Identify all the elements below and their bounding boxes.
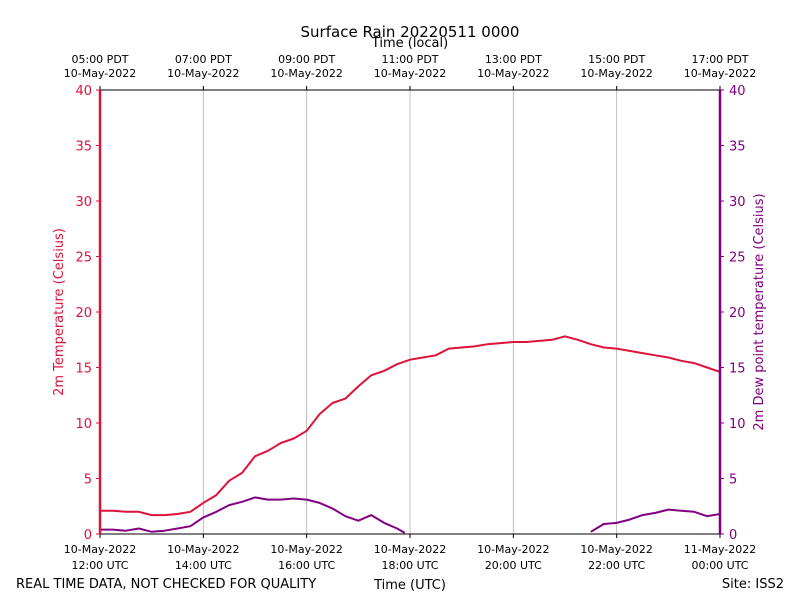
x-axis-label: Time (UTC) <box>373 578 446 593</box>
x-tick-label-top-time: 17:00 PDT <box>691 53 748 66</box>
x-tick-label-bottom-date: 10-May-2022 <box>167 543 239 556</box>
y-tick-label-right: 15 <box>729 362 746 377</box>
x-tick-label-bottom-time: 20:00 UTC <box>485 559 542 572</box>
series-line-dewpoint <box>590 508 721 533</box>
x-tick-label-top-time: 05:00 PDT <box>71 53 128 66</box>
y-tick-label-left: 35 <box>75 140 92 155</box>
series-layer <box>100 335 721 534</box>
x-tick-label-bottom-time: 22:00 UTC <box>588 559 645 572</box>
grid <box>202 90 618 534</box>
y-tick-label-right: 25 <box>729 251 746 266</box>
x-tick-label-top-date: 10-May-2022 <box>374 67 446 80</box>
x-tick-label-top-time: 09:00 PDT <box>278 53 335 66</box>
y-tick-label-right: 20 <box>729 306 746 321</box>
x-tick-label-top-date: 10-May-2022 <box>477 67 549 80</box>
x-tick-label-top-time: 07:00 PDT <box>175 53 232 66</box>
x-tick-label-top-date: 10-May-2022 <box>64 67 136 80</box>
y-tick-label-left: 15 <box>75 362 92 377</box>
y-axis-label-left: 2m Temperature (Celsius) <box>52 228 67 396</box>
y-tick-label-left: 40 <box>75 84 92 99</box>
x-tick-label-top-date: 10-May-2022 <box>684 67 756 80</box>
x-tick-label-top-time: 13:00 PDT <box>485 53 542 66</box>
y-tick-label-left: 25 <box>75 251 92 266</box>
y-tick-label-right: 30 <box>729 195 746 210</box>
series-line-dewpoint <box>100 496 406 534</box>
axes: 0 0 5 5 10 10 15 15 20 20 25 25 30 30 35 35 40 40 10-May-2… <box>64 53 756 572</box>
y-tick-label-left: 10 <box>75 417 92 432</box>
y-tick-label-left: 30 <box>75 195 92 210</box>
y-tick-label-right: 10 <box>729 417 746 432</box>
x-tick-label-top-date: 10-May-2022 <box>270 67 342 80</box>
x-tick-label-top-time: 15:00 PDT <box>588 53 645 66</box>
x-tick-label-bottom-time: 12:00 UTC <box>71 559 128 572</box>
y-tick-label-right: 0 <box>729 528 737 543</box>
series-line-temperature <box>100 335 721 517</box>
x-tick-label-bottom-time: 14:00 UTC <box>175 559 232 572</box>
footer-site: Site: ISS2 <box>722 577 784 592</box>
y-tick-label-left: 20 <box>75 306 92 321</box>
x-tick-label-bottom-date: 10-May-2022 <box>64 543 136 556</box>
y-tick-label-left: 5 <box>84 473 92 488</box>
y-tick-label-right: 5 <box>729 473 737 488</box>
x-tick-label-bottom-date: 10-May-2022 <box>374 543 446 556</box>
x-tick-label-bottom-date: 11-May-2022 <box>684 543 756 556</box>
footer-disclaimer: REAL TIME DATA, NOT CHECKED FOR QUALITY <box>16 577 316 592</box>
x-tick-label-top-date: 10-May-2022 <box>580 67 652 80</box>
labels: Surface Rain 20220511 0000 Time (local) … <box>16 23 784 593</box>
x-tick-label-top-time: 11:00 PDT <box>381 53 438 66</box>
x-tick-label-bottom-time: 00:00 UTC <box>691 559 748 572</box>
x-tick-label-top-date: 10-May-2022 <box>167 67 239 80</box>
x-tick-label-bottom-date: 10-May-2022 <box>580 543 652 556</box>
x-tick-label-bottom-date: 10-May-2022 <box>270 543 342 556</box>
x-tick-label-bottom-time: 16:00 UTC <box>278 559 335 572</box>
y-tick-label-left: 0 <box>84 528 92 543</box>
top-axis-label: Time (local) <box>371 36 448 51</box>
y-tick-label-right: 35 <box>729 140 746 155</box>
y-tick-label-right: 40 <box>729 84 746 99</box>
chart-title: Surface Rain 20220511 0000 <box>301 23 520 41</box>
y-axis-label-right: 2m Dew point temperature (Celsius) <box>752 193 767 430</box>
x-tick-label-bottom-date: 10-May-2022 <box>477 543 549 556</box>
x-tick-label-bottom-time: 18:00 UTC <box>381 559 438 572</box>
